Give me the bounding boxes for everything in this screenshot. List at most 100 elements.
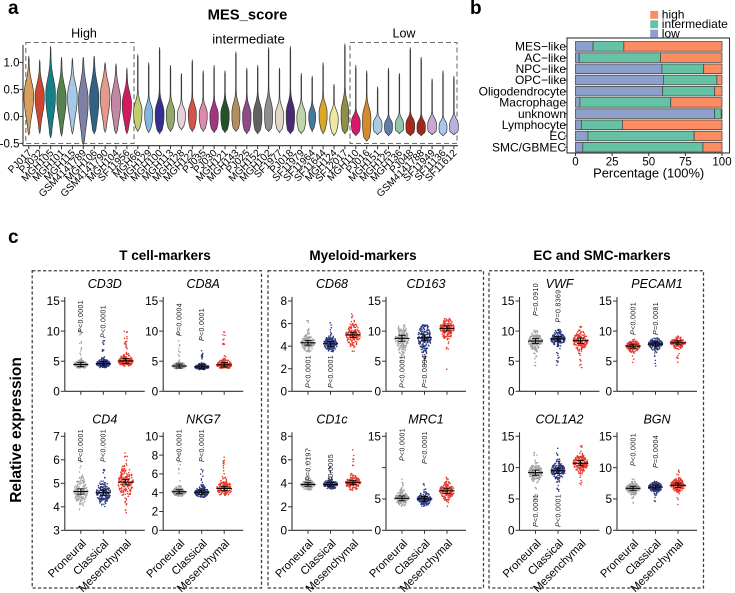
svg-text:high: high [662,8,685,22]
svg-text:6: 6 [53,453,60,467]
svg-text:P=0.8369: P=0.8369 [555,290,562,323]
svg-text:P<0.0001: P<0.0001 [422,431,429,464]
svg-text:P<0.0001: P<0.0001 [177,429,184,462]
svg-text:2: 2 [280,500,287,514]
svg-text:AC−like: AC−like [524,51,566,65]
svg-text:CD3D: CD3D [88,277,122,291]
svg-text:SMC/GBMEC: SMC/GBMEC [492,140,566,154]
svg-text:0: 0 [508,524,515,538]
svg-text:0: 0 [280,385,287,399]
svg-text:P<0.0001: P<0.0001 [630,433,637,466]
svg-text:4: 4 [280,477,287,491]
svg-text:MES_score: MES_score [208,8,288,24]
svg-text:P=0.0004: P=0.0004 [653,435,660,468]
svg-text:c: c [8,227,19,248]
svg-text:0: 0 [152,524,159,538]
svg-text:BGN: BGN [643,412,671,426]
svg-text:unknown: unknown [518,107,566,121]
svg-text:0: 0 [53,385,60,399]
svg-text:0: 0 [374,524,381,538]
svg-text:10: 10 [47,324,61,338]
svg-text:5: 5 [53,354,60,368]
svg-text:5: 5 [53,477,60,491]
svg-text:CD1c: CD1c [316,412,348,426]
svg-text:P=0.0081: P=0.0081 [653,302,660,335]
svg-text:15: 15 [599,294,613,308]
svg-text:intermediate: intermediate [662,17,728,31]
svg-text:0: 0 [508,385,515,399]
svg-text:8: 8 [280,294,287,308]
svg-text:Macrophage: Macrophage [499,96,566,110]
svg-text:4: 4 [53,500,60,514]
svg-text:P<0.0001: P<0.0001 [328,355,335,388]
svg-text:P<0.0001: P<0.0001 [78,300,85,333]
svg-text:10: 10 [368,324,382,338]
svg-text:P<0.0001: P<0.0001 [101,429,108,462]
svg-text:0: 0 [152,385,159,399]
svg-text:15: 15 [145,294,159,308]
svg-text:7: 7 [53,430,60,444]
svg-text:25: 25 [606,157,619,169]
svg-text:PECAM1: PECAM1 [631,277,682,291]
svg-text:Percentage (100%): Percentage (100%) [593,166,704,181]
svg-text:EC and SMC-markers: EC and SMC-markers [533,248,670,263]
svg-text:15: 15 [599,430,613,444]
svg-text:P<0.0001: P<0.0001 [199,308,206,341]
svg-text:2: 2 [280,362,287,376]
svg-text:5: 5 [508,354,515,368]
svg-text:P=0.0005: P=0.0005 [328,454,335,487]
svg-text:10: 10 [599,461,613,475]
svg-text:P<0.0001: P<0.0001 [555,494,562,527]
svg-text:3: 3 [53,524,60,538]
svg-text:P<0.0001: P<0.0001 [399,428,406,461]
svg-text:10: 10 [145,430,159,444]
svg-text:a: a [8,0,19,19]
svg-text:P=0.0197: P=0.0197 [305,448,312,481]
svg-text:Relative expression: Relative expression [8,357,25,503]
svg-text:Oligodendrocyte: Oligodendrocyte [479,84,567,98]
svg-text:75: 75 [679,157,692,169]
svg-text:CD68: CD68 [316,277,348,291]
svg-text:NKG7: NKG7 [186,412,221,426]
svg-text:5: 5 [374,354,381,368]
svg-text:P=0.0910: P=0.0910 [533,283,540,316]
svg-text:P<0.0001: P<0.0001 [630,302,637,335]
svg-text:-0.5: -0.5 [0,138,20,150]
svg-text:Myeloid-markers: Myeloid-markers [309,248,416,263]
svg-text:MES−like: MES−like [515,40,566,54]
svg-text:MRC1: MRC1 [408,412,443,426]
svg-text:CD8A: CD8A [187,277,220,291]
svg-text:VWF: VWF [546,277,575,291]
svg-text:0: 0 [605,385,612,399]
svg-text:15: 15 [501,294,515,308]
svg-text:10: 10 [501,324,515,338]
svg-text:NPC−like: NPC−like [516,62,567,76]
svg-text:0.0: 0.0 [4,111,20,123]
svg-text:6: 6 [280,453,287,467]
svg-text:0: 0 [605,524,612,538]
svg-text:5: 5 [374,492,381,506]
svg-text:P<0.0001: P<0.0001 [399,355,406,388]
svg-text:15: 15 [368,430,382,444]
svg-text:4: 4 [152,486,159,500]
svg-text:P<0.0001: P<0.0001 [101,305,108,338]
svg-text:6: 6 [152,467,159,481]
svg-text:1.0: 1.0 [4,57,20,69]
svg-text:P=0.0894: P=0.0894 [422,355,429,388]
svg-text:0.5: 0.5 [4,84,20,96]
svg-text:5: 5 [605,354,612,368]
svg-text:15: 15 [501,430,515,444]
svg-text:2: 2 [152,505,159,519]
svg-text:COL1A2: COL1A2 [536,412,584,426]
svg-text:6: 6 [280,317,287,331]
svg-text:P<0.0001: P<0.0001 [305,355,312,388]
svg-text:CD4: CD4 [92,412,117,426]
svg-text:T cell-markers: T cell-markers [119,248,211,263]
svg-text:0: 0 [280,524,287,538]
svg-text:P<0.0001: P<0.0001 [199,429,206,462]
svg-text:5: 5 [152,354,159,368]
svg-text:OPC−like: OPC−like [515,73,566,87]
svg-text:0: 0 [572,157,578,169]
svg-text:50: 50 [642,157,655,169]
svg-text:10: 10 [599,324,613,338]
